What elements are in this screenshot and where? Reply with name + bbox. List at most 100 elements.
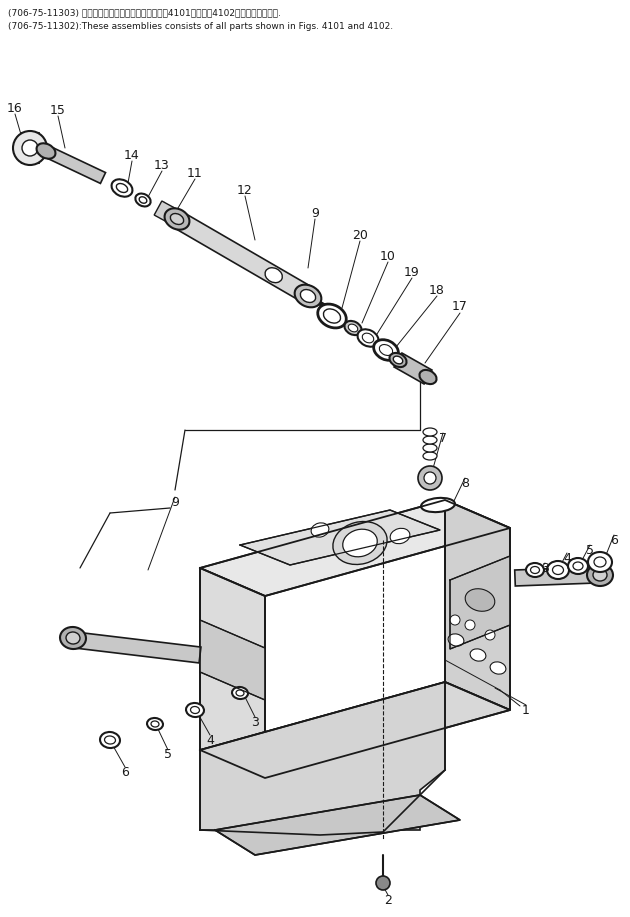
Polygon shape <box>45 147 106 183</box>
Ellipse shape <box>190 706 200 713</box>
Text: 5: 5 <box>586 544 594 557</box>
Ellipse shape <box>117 183 128 193</box>
Polygon shape <box>178 215 318 305</box>
Text: 19: 19 <box>404 266 420 279</box>
Ellipse shape <box>362 333 374 343</box>
Ellipse shape <box>333 522 387 565</box>
Ellipse shape <box>530 567 539 573</box>
Ellipse shape <box>236 690 244 696</box>
Ellipse shape <box>170 214 183 225</box>
Ellipse shape <box>553 566 563 575</box>
Ellipse shape <box>60 627 86 649</box>
Text: 18: 18 <box>429 283 445 296</box>
Circle shape <box>450 615 460 625</box>
Text: 15: 15 <box>50 104 66 116</box>
Text: 20: 20 <box>352 228 368 241</box>
Ellipse shape <box>420 370 437 384</box>
Text: 3: 3 <box>251 715 259 728</box>
Text: 6: 6 <box>121 766 129 779</box>
Text: 2: 2 <box>384 893 392 907</box>
Ellipse shape <box>112 180 132 197</box>
Ellipse shape <box>393 356 403 364</box>
Ellipse shape <box>100 732 120 748</box>
Ellipse shape <box>301 290 316 303</box>
Ellipse shape <box>311 523 329 537</box>
Text: 4: 4 <box>206 734 214 746</box>
Text: (706-75-11302):These assemblies consists of all parts shown in Figs. 4101 and 41: (706-75-11302):These assemblies consists… <box>8 22 393 31</box>
Ellipse shape <box>105 736 115 744</box>
Polygon shape <box>394 353 432 384</box>
Ellipse shape <box>594 557 606 567</box>
Ellipse shape <box>139 197 147 204</box>
Ellipse shape <box>232 687 248 699</box>
Ellipse shape <box>423 444 437 452</box>
Ellipse shape <box>423 428 437 436</box>
Ellipse shape <box>343 529 377 557</box>
Text: 12: 12 <box>237 183 253 196</box>
Ellipse shape <box>295 284 321 307</box>
Ellipse shape <box>358 329 379 347</box>
Ellipse shape <box>490 662 506 674</box>
Text: 16: 16 <box>7 102 23 115</box>
Circle shape <box>418 466 442 490</box>
Ellipse shape <box>37 143 55 159</box>
Circle shape <box>376 876 390 890</box>
Text: 9: 9 <box>171 495 179 509</box>
Ellipse shape <box>421 498 455 512</box>
Ellipse shape <box>423 452 437 460</box>
Polygon shape <box>240 510 440 565</box>
Ellipse shape <box>568 558 588 574</box>
Ellipse shape <box>573 562 583 570</box>
Ellipse shape <box>379 345 392 356</box>
Text: 10: 10 <box>380 249 396 262</box>
Circle shape <box>485 630 495 640</box>
Text: 7: 7 <box>439 432 447 445</box>
Ellipse shape <box>593 569 607 581</box>
Polygon shape <box>450 556 510 649</box>
Text: 8: 8 <box>461 477 469 490</box>
Ellipse shape <box>151 721 159 727</box>
Ellipse shape <box>448 634 464 646</box>
Ellipse shape <box>147 718 163 730</box>
Ellipse shape <box>588 552 612 572</box>
Text: 4: 4 <box>563 551 571 565</box>
Ellipse shape <box>389 353 406 367</box>
Text: 5: 5 <box>164 748 172 761</box>
Polygon shape <box>445 500 510 710</box>
Polygon shape <box>200 620 265 700</box>
Text: 14: 14 <box>124 149 140 161</box>
Circle shape <box>465 620 475 630</box>
Circle shape <box>22 140 38 156</box>
Ellipse shape <box>164 208 190 229</box>
Text: 3: 3 <box>541 561 549 574</box>
Ellipse shape <box>547 561 569 579</box>
Ellipse shape <box>423 436 437 444</box>
Ellipse shape <box>265 268 282 282</box>
Polygon shape <box>74 632 201 663</box>
Ellipse shape <box>318 304 346 328</box>
Polygon shape <box>200 500 510 596</box>
Circle shape <box>13 131 47 165</box>
Ellipse shape <box>345 321 362 335</box>
Ellipse shape <box>470 649 486 661</box>
Text: (706-75-11303) これらのアセンブリの構成部品は笥4101および笥4102図までを含みます.: (706-75-11303) これらのアセンブリの構成部品は笥4101および笥4… <box>8 8 281 17</box>
Polygon shape <box>215 795 460 855</box>
Text: 17: 17 <box>452 301 468 314</box>
Ellipse shape <box>323 309 341 323</box>
Text: 1: 1 <box>522 703 530 716</box>
Text: 6: 6 <box>610 534 618 547</box>
Polygon shape <box>200 682 445 830</box>
Ellipse shape <box>135 193 151 206</box>
Text: 9: 9 <box>311 206 319 219</box>
Ellipse shape <box>374 339 398 360</box>
Ellipse shape <box>186 703 204 717</box>
Text: 13: 13 <box>154 159 170 171</box>
Polygon shape <box>200 568 265 778</box>
Ellipse shape <box>587 564 613 586</box>
Polygon shape <box>200 682 510 778</box>
Polygon shape <box>154 201 184 227</box>
Circle shape <box>424 472 436 484</box>
Ellipse shape <box>526 563 544 577</box>
Ellipse shape <box>390 528 410 544</box>
Ellipse shape <box>465 589 495 612</box>
